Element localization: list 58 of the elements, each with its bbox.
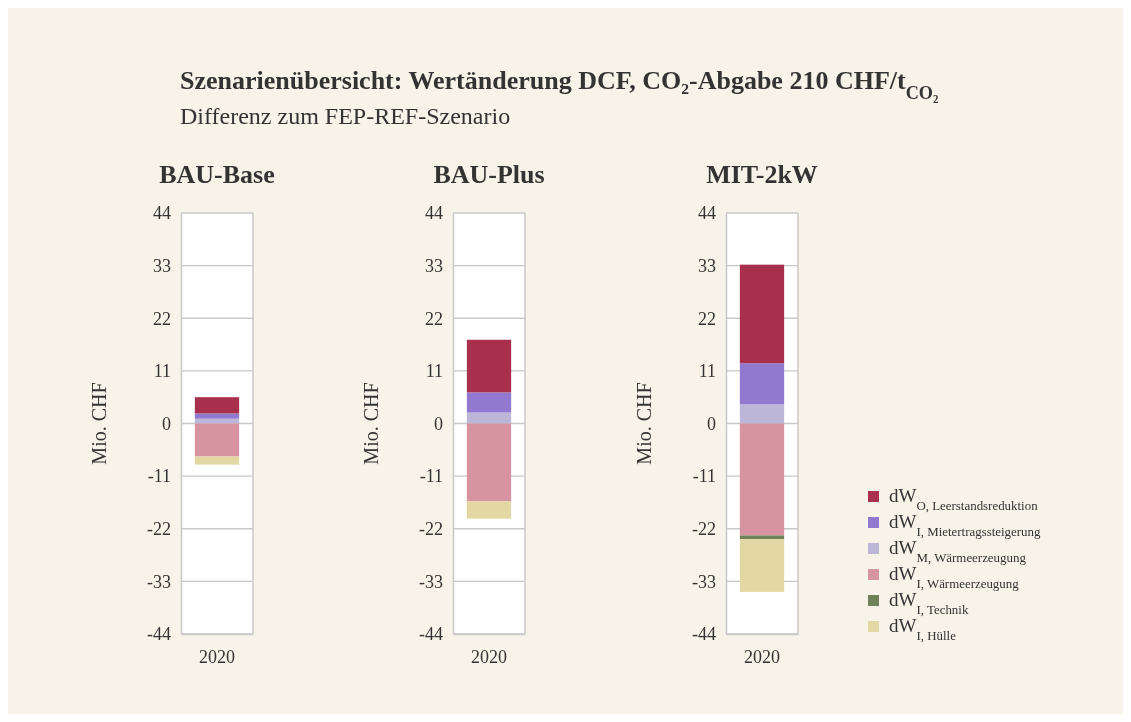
bar bbox=[194, 418, 240, 424]
y-tick-label: 11 bbox=[153, 361, 171, 382]
x-tick-label: 2020 bbox=[744, 646, 780, 667]
y-tick-label: -44 bbox=[147, 624, 171, 645]
bar bbox=[194, 397, 240, 414]
y-tick-label: 44 bbox=[698, 203, 716, 224]
bar bbox=[739, 535, 785, 540]
y-axis-title: Mio. CHF bbox=[360, 382, 382, 465]
chart-title: MIT-2kW bbox=[706, 160, 818, 189]
bar bbox=[739, 363, 785, 405]
legend-label: dW$_{O, Leerstandsreduktion}$ bbox=[889, 485, 1039, 513]
x-tick-label: 2020 bbox=[199, 646, 235, 667]
chart-title: BAU-Base bbox=[159, 160, 275, 189]
bar bbox=[466, 412, 512, 424]
y-tick-label: 11 bbox=[425, 361, 443, 382]
bar bbox=[466, 423, 512, 502]
bar bbox=[194, 423, 240, 457]
y-tick-label: -33 bbox=[692, 571, 716, 592]
bar bbox=[194, 413, 240, 419]
y-tick-label: 0 bbox=[707, 413, 716, 434]
y-tick-label: 0 bbox=[434, 413, 443, 434]
chart-title: BAU-Plus bbox=[433, 160, 545, 189]
bar bbox=[739, 423, 785, 536]
y-tick-label: 11 bbox=[698, 361, 716, 382]
legend-label: dW$_{I, Hülle}$ bbox=[889, 615, 957, 643]
bar bbox=[466, 392, 512, 413]
y-axis-title: Mio. CHF bbox=[88, 382, 110, 465]
y-tick-label: 22 bbox=[698, 308, 716, 329]
y-tick-label: 33 bbox=[698, 255, 716, 276]
legend-label: dW$_{I, Mietertragssteigerung}$ bbox=[889, 511, 1041, 539]
y-tick-label: 33 bbox=[153, 255, 171, 276]
y-tick-label: -33 bbox=[147, 571, 171, 592]
y-tick-label: 44 bbox=[425, 203, 443, 224]
y-tick-label: -22 bbox=[419, 519, 443, 540]
y-tick-label: -44 bbox=[692, 624, 716, 645]
y-tick-label: -44 bbox=[419, 624, 443, 645]
bar bbox=[466, 501, 512, 519]
bar bbox=[466, 339, 512, 393]
bar bbox=[739, 404, 785, 424]
y-tick-label: -33 bbox=[419, 571, 443, 592]
y-tick-label: 0 bbox=[162, 413, 171, 434]
y-tick-label: 22 bbox=[425, 308, 443, 329]
y-tick-label: -11 bbox=[692, 466, 716, 487]
bar bbox=[739, 264, 785, 364]
bar bbox=[194, 456, 240, 465]
legend-label: dW$_{I, Technik}$ bbox=[889, 589, 969, 617]
y-tick-label: -22 bbox=[692, 519, 716, 540]
text: Szenarienübersicht: Wertänderung DCF, CO₂-Abgabe 210 CHF/t$_{CO₂}$ bbox=[180, 66, 939, 103]
y-tick-label: -22 bbox=[147, 519, 171, 540]
y-tick-label: 44 bbox=[153, 203, 171, 224]
text: Differenz zum FEP-REF-Szenario bbox=[180, 103, 511, 129]
bar bbox=[739, 539, 785, 592]
y-tick-label: 33 bbox=[425, 255, 443, 276]
y-tick-label: -11 bbox=[419, 466, 443, 487]
y-tick-label: -11 bbox=[147, 466, 171, 487]
y-axis-title: Mio. CHF bbox=[633, 382, 655, 465]
x-tick-label: 2020 bbox=[471, 646, 507, 667]
y-tick-label: 22 bbox=[153, 308, 171, 329]
